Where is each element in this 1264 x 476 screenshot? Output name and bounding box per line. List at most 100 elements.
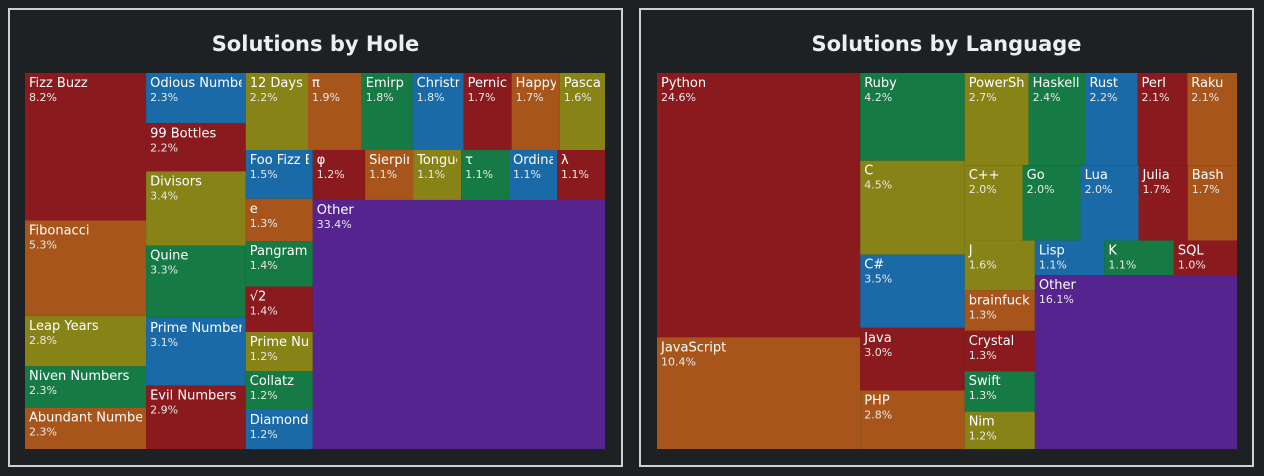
tile-value: 1.5%: [250, 168, 278, 181]
tile-value: 1.3%: [969, 389, 997, 402]
tile: [146, 245, 246, 318]
tile: [312, 199, 605, 449]
tile-name: Pascal's Triangle: [564, 76, 670, 91]
tile-value: 2.1%: [1191, 91, 1219, 104]
tile-name: Fizz Buzz: [29, 76, 88, 91]
tile-name: Other: [317, 203, 355, 218]
tile-label: τ1.1%: [465, 153, 493, 181]
tile-name: Pernicious Numbers: [468, 76, 597, 91]
tile-label: e1.3%: [250, 202, 278, 230]
tile-value: 1.7%: [516, 91, 544, 104]
tile-label: Pascal's Triangle1.6%: [564, 76, 670, 104]
tile-name: JavaScript: [660, 340, 726, 355]
tile-value: 1.4%: [250, 305, 278, 318]
tile-name: J: [968, 244, 973, 259]
tile-value: 1.2%: [317, 168, 345, 181]
tile: [146, 123, 246, 172]
tile-label: C++2.0%: [969, 168, 1000, 196]
tile-label: Go2.0%: [1027, 168, 1055, 196]
tile-value: 1.1%: [465, 168, 493, 181]
tile-name: brainfuck: [969, 293, 1030, 308]
tile: [146, 317, 246, 386]
tile-name: Rust: [1089, 76, 1118, 91]
tile-name: Raku: [1191, 76, 1223, 91]
tile-name: Lua: [1085, 168, 1108, 183]
tile: [25, 220, 147, 316]
tile-label: Ordinal Numbers1.1%: [513, 153, 623, 181]
tile-name: Nim: [969, 415, 995, 430]
tile-name: Perl: [1142, 76, 1166, 91]
tile-value: 1.2%: [250, 350, 278, 363]
tile-name: Ordinal Numbers: [513, 153, 623, 168]
tile-label: π1.9%: [312, 76, 340, 104]
tile-name: Haskell: [1033, 76, 1080, 91]
tile-name: Diamonds: [250, 413, 316, 428]
tile: [860, 327, 965, 391]
tile-name: Odious Numbers: [150, 76, 258, 91]
tile: [25, 366, 147, 408]
tile-value: 1.3%: [969, 349, 997, 362]
tile: [964, 411, 1035, 449]
tile-name: Foo Fizz Buzz: [250, 153, 336, 168]
tile: [860, 254, 965, 328]
tile-value: 2.0%: [969, 183, 997, 196]
tile-value: 2.1%: [1142, 91, 1170, 104]
tile: [307, 73, 362, 151]
tile: [25, 407, 147, 449]
tile-value: 5.3%: [29, 239, 57, 252]
tile-value: 3.3%: [150, 264, 178, 277]
tile: [365, 150, 414, 200]
tile-value: 4.2%: [864, 91, 892, 104]
tile-value: 8.2%: [29, 91, 57, 104]
tile: [1137, 73, 1188, 166]
tile-name: Quine: [150, 249, 188, 264]
tile: [245, 332, 313, 372]
tile-label: K1.1%: [1108, 244, 1136, 272]
tile: [245, 73, 308, 151]
tile: [964, 330, 1035, 372]
tile: [146, 171, 246, 246]
tile-name: K: [1108, 244, 1117, 259]
tile-label: C#3.5%: [864, 258, 892, 286]
tile-label: Prime Numbers (Long)1.2%: [250, 335, 309, 363]
tile-value: 2.3%: [29, 426, 57, 439]
tile-label: λ1.1%: [561, 153, 589, 181]
tile-value: 2.0%: [1085, 183, 1113, 196]
tile: [245, 410, 313, 449]
tile: [1080, 165, 1139, 241]
tile: [312, 150, 366, 200]
tile: [412, 73, 464, 151]
tile-name: 12 Days: [250, 76, 303, 91]
tile: [463, 73, 512, 151]
tile-name: Abundant Numbers: [29, 411, 156, 426]
tile-value: 2.2%: [150, 141, 178, 154]
tile-label: C4.5%: [864, 164, 892, 192]
tile: [1187, 165, 1237, 241]
tile-value: 1.2%: [250, 428, 278, 441]
tile-name: Ruby: [864, 76, 897, 91]
tile: [1022, 165, 1081, 241]
tile-name: Christmas Trees: [417, 76, 521, 91]
tile-name: C#: [864, 258, 884, 273]
tile-value: 1.2%: [969, 430, 997, 443]
tile: [25, 315, 147, 367]
tile: [245, 241, 313, 287]
tile-value: 1.8%: [417, 91, 445, 104]
tile-value: 1.6%: [969, 259, 997, 272]
